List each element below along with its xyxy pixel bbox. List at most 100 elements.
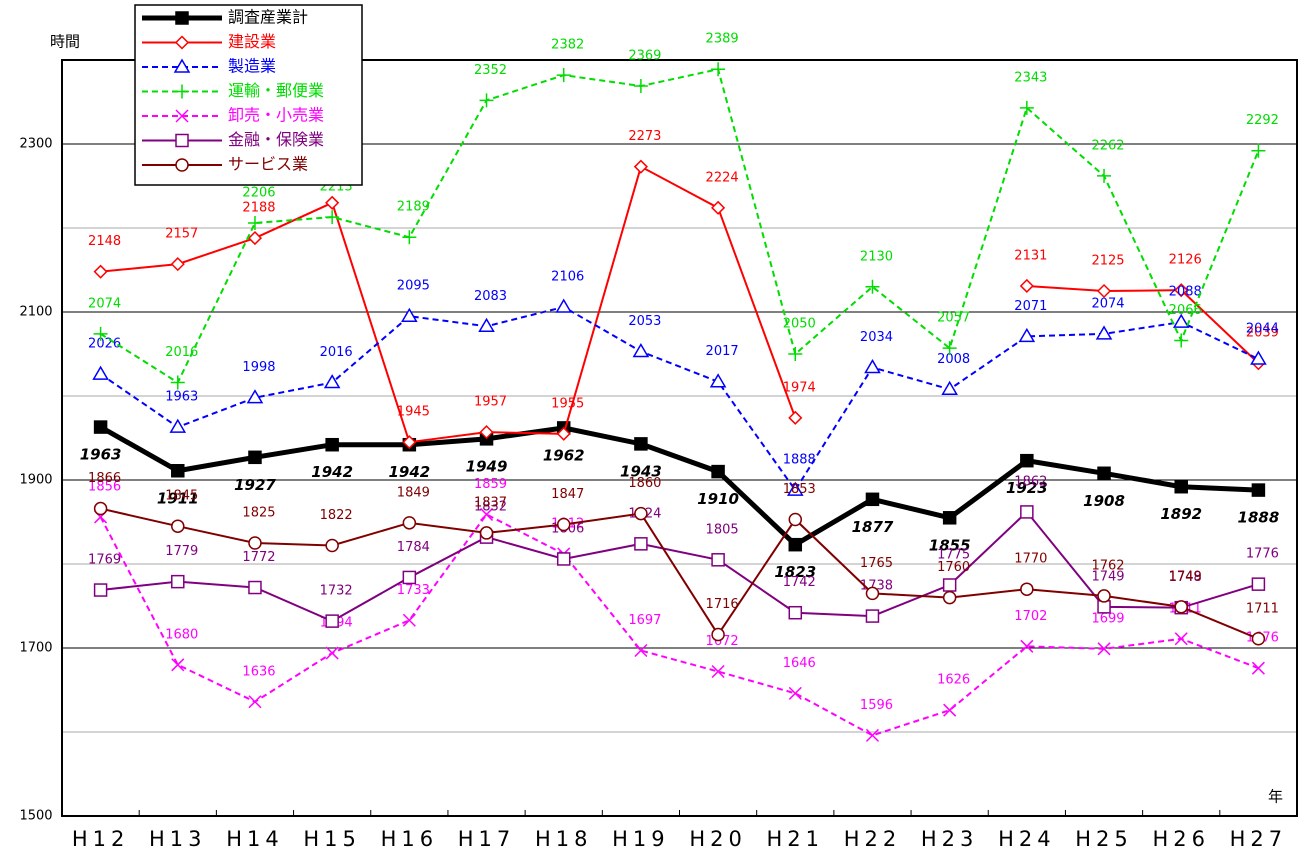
marker <box>1019 100 1034 115</box>
legend-label: サービス業 <box>228 155 308 174</box>
y-tick-label: 1700 <box>19 641 52 656</box>
data-label: 2057 <box>937 311 970 326</box>
marker <box>711 200 726 215</box>
marker <box>1097 466 1111 481</box>
data-label: 1923 <box>1006 479 1048 497</box>
data-label: 1680 <box>165 627 198 642</box>
marker <box>402 435 417 450</box>
data-label: 1770 <box>1014 552 1047 567</box>
marker <box>170 257 185 272</box>
marker <box>788 410 803 425</box>
marker <box>711 664 725 679</box>
data-label: 2066 <box>1169 303 1202 318</box>
legend-marker <box>175 84 189 99</box>
data-label: 1716 <box>706 597 739 612</box>
data-label: 1847 <box>551 487 584 502</box>
data-label: 1859 <box>474 477 507 492</box>
marker <box>479 425 494 440</box>
data-label: 2148 <box>88 234 121 249</box>
marker <box>865 586 880 601</box>
marker <box>865 492 880 507</box>
marker <box>1251 661 1265 675</box>
data-label: 1849 <box>397 485 430 500</box>
data-label: 1962 <box>543 446 585 464</box>
data-label: 1860 <box>628 476 661 491</box>
data-label: 2034 <box>860 330 893 345</box>
marker <box>711 464 725 479</box>
data-label: 1626 <box>937 673 970 688</box>
marker <box>171 658 185 672</box>
marker <box>402 613 416 627</box>
legend-label: 金融・保険業 <box>228 130 324 149</box>
x-tick-label: H16 <box>381 827 439 851</box>
data-label: 1949 <box>466 457 508 475</box>
series-line <box>100 165 1260 444</box>
data-label: 1732 <box>320 584 353 599</box>
data-label: 1749 <box>1091 569 1124 584</box>
data-label: 1845 <box>165 489 198 504</box>
marker <box>788 512 803 527</box>
marker <box>171 519 185 533</box>
marker <box>248 695 262 709</box>
data-label: 2343 <box>1014 70 1047 85</box>
marker <box>1250 350 1267 365</box>
marker <box>478 317 495 333</box>
data-label: 2095 <box>397 279 430 294</box>
data-label: 1957 <box>474 395 507 410</box>
data-label: 1945 <box>397 405 430 420</box>
y-tick-label: 2100 <box>19 305 52 320</box>
marker <box>1251 632 1266 646</box>
data-label: 2130 <box>860 249 893 264</box>
data-label: 2016 <box>320 345 353 360</box>
marker <box>711 62 726 77</box>
data-label: 1963 <box>165 390 198 405</box>
legend-marker <box>173 58 191 73</box>
marker <box>788 605 803 620</box>
marker <box>865 728 879 742</box>
marker <box>93 264 108 279</box>
data-label: 1762 <box>1091 558 1124 573</box>
legend-marker <box>174 35 190 50</box>
data-label: 1702 <box>1014 609 1047 624</box>
series-line <box>100 68 1260 385</box>
data-label: 1636 <box>242 664 275 679</box>
data-label: 2017 <box>706 344 739 359</box>
marker <box>93 326 108 341</box>
data-label: 1963 <box>80 446 122 464</box>
marker <box>941 380 958 396</box>
marker <box>247 215 262 230</box>
data-label: 2382 <box>551 38 584 53</box>
marker <box>634 643 648 658</box>
marker <box>325 646 339 660</box>
x-tick-label: H19 <box>612 827 670 851</box>
marker <box>1097 642 1111 656</box>
data-label: 1805 <box>706 522 739 537</box>
data-label: 2224 <box>706 170 739 185</box>
x-tick-label: H20 <box>689 827 747 851</box>
x-tick-label: H15 <box>303 827 361 851</box>
data-label: 1911 <box>157 489 199 507</box>
data-label: 2074 <box>88 296 121 311</box>
marker <box>942 511 957 525</box>
data-label: 1742 <box>783 575 816 590</box>
marker <box>634 537 648 551</box>
marker <box>1018 327 1036 343</box>
legend-label: 卸売・小売業 <box>228 106 324 125</box>
data-label: 2008 <box>937 352 970 367</box>
marker <box>942 590 957 605</box>
series-line <box>100 507 1259 640</box>
data-label: 1855 <box>929 536 971 554</box>
data-label: 1856 <box>88 479 121 494</box>
marker <box>93 420 108 434</box>
data-label: 2262 <box>1091 138 1124 153</box>
data-label: 1760 <box>937 560 970 575</box>
data-label: 1862 <box>1014 474 1047 489</box>
data-label: 1711 <box>1246 601 1279 616</box>
data-label: 1596 <box>860 698 893 713</box>
marker <box>93 501 108 516</box>
data-label: 2389 <box>706 32 739 47</box>
marker <box>402 516 417 530</box>
marker <box>1172 313 1190 328</box>
data-label: 2074 <box>1091 296 1124 311</box>
